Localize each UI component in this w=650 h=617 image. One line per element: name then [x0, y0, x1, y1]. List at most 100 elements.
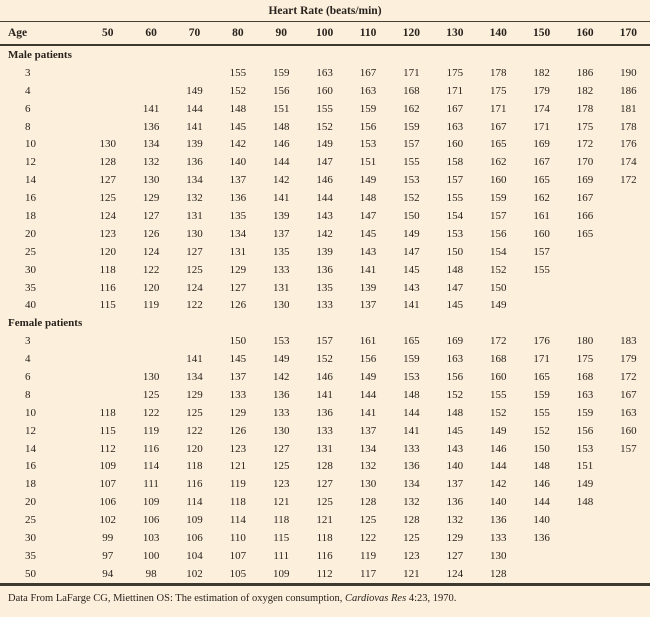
- value-cell: 134: [229, 227, 247, 240]
- value-cell: 105: [229, 567, 247, 580]
- value-cell: 153: [446, 227, 464, 240]
- table-row: 18 107 111 116 119 123 127 130 134 137 142 146 149: [0, 475, 650, 493]
- value-cell: 121: [273, 496, 290, 509]
- value-cell: 158: [446, 156, 464, 169]
- value-cell: 148: [576, 496, 594, 509]
- value-cell: 124: [446, 567, 464, 580]
- heart-rate-column-header: 160: [563, 22, 607, 46]
- value-cell: 149: [359, 174, 377, 187]
- value-cell: 120: [186, 442, 203, 455]
- value-cell: 146: [316, 370, 333, 383]
- value-cell: 121: [229, 460, 247, 473]
- value-cell: 171: [533, 353, 550, 366]
- value-cell: 151: [273, 102, 290, 115]
- value-cell: 156: [359, 353, 377, 366]
- heart-rate-column-header: 140: [476, 22, 520, 46]
- age-cell: 8: [25, 388, 31, 401]
- table-row: 6 130 134 137 142 146 149 153 156 160 165 168 172: [0, 368, 650, 386]
- footer-text-suffix: 4:23, 1970.: [406, 592, 457, 604]
- value-cell: 133: [316, 299, 333, 312]
- value-cell: [607, 207, 650, 225]
- value-cell: 145: [446, 299, 464, 312]
- value-cell: 119: [229, 478, 246, 491]
- value-cell: 149: [489, 424, 507, 437]
- value-cell: 132: [186, 192, 203, 205]
- value-cell: 159: [403, 120, 420, 133]
- value-cell: 146: [489, 442, 507, 455]
- value-cell: 165: [533, 370, 550, 383]
- value-cell: 156: [359, 120, 377, 133]
- value-cell: [607, 475, 650, 493]
- value-cell: 162: [403, 102, 420, 115]
- value-cell: 175: [576, 120, 594, 133]
- age-cell: 20: [25, 496, 36, 509]
- value-cell: 163: [359, 84, 377, 97]
- value-cell: 109: [142, 496, 160, 509]
- value-cell: 141: [403, 424, 420, 437]
- value-cell: 180: [576, 335, 594, 348]
- table-row: 20 123 126 130 134 137 142 145 149 153 156 160 165: [0, 225, 650, 243]
- value-cell: 140: [489, 496, 507, 509]
- value-cell: [607, 547, 650, 565]
- value-cell: [607, 565, 650, 584]
- value-cell: 146: [533, 478, 550, 491]
- value-cell: 179: [533, 84, 550, 97]
- value-cell: 157: [316, 335, 333, 348]
- value-cell: [563, 547, 606, 565]
- age-cell: 3: [25, 66, 31, 79]
- value-cell: 130: [273, 424, 290, 437]
- value-cell: 133: [273, 263, 290, 276]
- value-cell: 140: [446, 460, 464, 473]
- value-cell: 144: [403, 406, 420, 419]
- value-cell: 143: [316, 209, 333, 222]
- value-cell: 99: [102, 531, 114, 544]
- value-cell: 174: [620, 156, 637, 169]
- value-cell: 169: [576, 174, 594, 187]
- value-cell: [520, 565, 563, 584]
- table-row: 12 128 132 136 140 144 147 151 155 158 162 167 170 17…: [0, 153, 650, 171]
- age-cell: 8: [25, 120, 31, 133]
- value-cell: 155: [446, 192, 464, 205]
- value-cell: [86, 118, 129, 136]
- value-cell: 111: [273, 549, 290, 562]
- heart-rate-column-header: 130: [433, 22, 477, 46]
- age-column-header: Age: [0, 22, 86, 46]
- value-cell: 125: [359, 514, 377, 527]
- value-cell: 152: [489, 263, 507, 276]
- value-cell: 176: [620, 138, 637, 151]
- heart-rate-column-header: 60: [129, 22, 173, 46]
- value-cell: 137: [359, 424, 377, 437]
- age-cell: 30: [25, 263, 36, 276]
- value-cell: 148: [359, 192, 377, 205]
- value-cell: 127: [446, 549, 464, 562]
- value-cell: 149: [316, 138, 333, 151]
- value-cell: 97: [102, 549, 114, 562]
- table-row: 12 115 119 122 126 130 133 137 141 145 149 152 156 16…: [0, 422, 650, 440]
- value-cell: 160: [489, 174, 507, 187]
- value-cell: [607, 279, 650, 297]
- value-cell: 119: [359, 549, 377, 562]
- value-cell: [563, 243, 606, 261]
- value-cell: 141: [316, 388, 333, 401]
- value-cell: [520, 296, 563, 314]
- value-cell: 118: [273, 514, 290, 527]
- value-cell: 154: [489, 245, 507, 258]
- value-cell: 135: [316, 281, 333, 294]
- value-cell: 100: [142, 549, 160, 562]
- value-cell: 148: [446, 263, 464, 276]
- value-cell: 130: [99, 138, 116, 151]
- table-row: 35 97 100 104 107 111 116 119 123 127 130: [0, 547, 650, 565]
- value-cell: 161: [359, 335, 377, 348]
- value-cell: 149: [273, 353, 290, 366]
- value-cell: 134: [186, 370, 203, 383]
- heart-rate-column-header: 110: [346, 22, 390, 46]
- value-cell: 156: [446, 370, 464, 383]
- value-cell: 186: [620, 84, 637, 97]
- value-cell: 147: [359, 209, 377, 222]
- value-cell: 123: [403, 549, 420, 562]
- value-cell: 135: [273, 245, 290, 258]
- value-cell: 114: [143, 460, 160, 473]
- heart-rate-column-header: 100: [302, 22, 347, 46]
- value-cell: 137: [229, 174, 247, 187]
- value-cell: 139: [186, 138, 203, 151]
